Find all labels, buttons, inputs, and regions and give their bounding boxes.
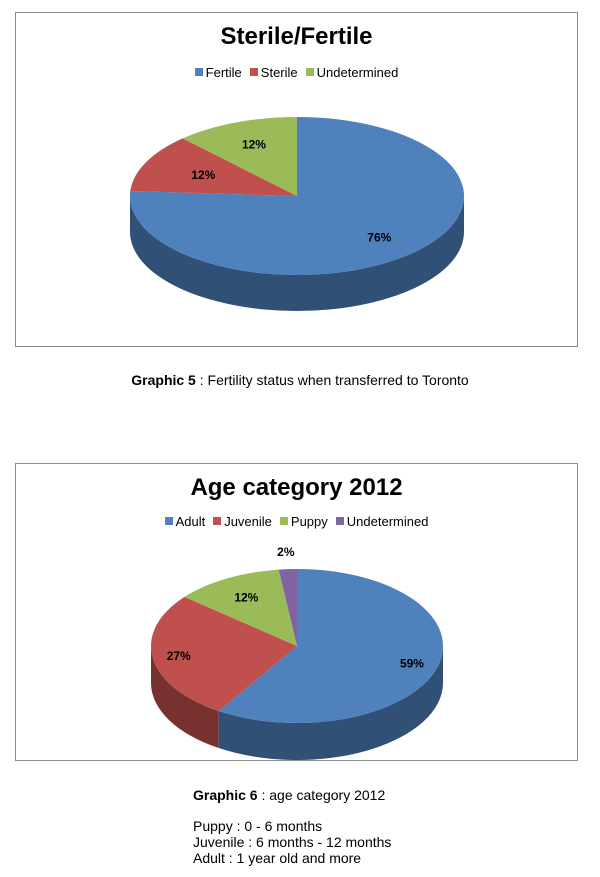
legend-swatch	[335, 517, 344, 525]
legend-item-puppy: Puppy	[279, 514, 328, 529]
data-label-sterile: 12%	[191, 168, 215, 182]
legend-label: Sterile	[260, 65, 298, 80]
pie-slice-undetermined	[182, 117, 297, 196]
fertility-pie: 76% 12% 12%	[130, 117, 465, 311]
legend-swatch	[194, 68, 203, 76]
legend-item-sterile: Sterile	[249, 65, 298, 80]
legend-item-juvenile: Juvenile	[213, 514, 272, 529]
caption-text: : age category 2012	[257, 787, 386, 803]
note-adult: Adult : 1 year old and more	[193, 850, 362, 866]
legend-item-undetermined: Undetermined	[305, 65, 399, 80]
caption-text: : Fertility status when transferred to T…	[195, 372, 469, 388]
caption-label: Graphic 5	[131, 372, 196, 388]
chart-legend: Fertile Sterile Undetermined	[16, 65, 577, 80]
legend-item-fertile: Fertile	[194, 65, 242, 80]
legend-swatch	[305, 68, 314, 76]
pie-slice-side-fertile	[130, 196, 464, 311]
data-label-adult: 59%	[400, 657, 424, 671]
caption-label: Graphic 6	[193, 787, 258, 803]
legend-item-adult: Adult	[164, 514, 206, 529]
legend-swatch	[164, 517, 173, 525]
pie-slice-adult	[218, 569, 444, 723]
legend-label: Adult	[175, 514, 206, 529]
age-category-chart: 59% 27% 12% 2% Age category 2012 Adult Juven…	[15, 463, 578, 761]
legend-swatch	[249, 68, 258, 76]
pie-slice-side-adult	[218, 646, 444, 760]
legend-swatch	[279, 517, 288, 525]
pie-slice-puppy	[184, 569, 297, 646]
pie-slice-juvenile	[150, 596, 297, 712]
data-label-undetermined: 2%	[277, 545, 295, 559]
legend-label: Puppy	[290, 514, 328, 529]
data-label-undetermined: 12%	[242, 138, 266, 152]
pie-slice-undetermined	[278, 569, 297, 646]
chart-title: Sterile/Fertile	[220, 23, 373, 50]
legend-label: Fertile	[205, 65, 242, 80]
pie-slice-side-juvenile	[151, 646, 219, 749]
chart-legend: Adult Juvenile Puppy Undetermined	[16, 514, 577, 529]
caption-graphic-5: Graphic 5 : Fertility status when transf…	[0, 372, 600, 388]
data-label-juvenile: 27%	[167, 649, 191, 663]
age-category-pie: 59% 27% 12% 2%	[150, 545, 444, 760]
legend-swatch	[213, 517, 222, 525]
legend-item-undetermined: Undetermined	[335, 514, 429, 529]
age-definitions: Puppy : 0 - 6 months Juvenile : 6 months…	[193, 818, 391, 866]
note-juvenile: Juvenile : 6 months - 12 months	[193, 834, 392, 850]
data-label-fertile: 76%	[367, 230, 391, 244]
pie-slice-sterile	[130, 138, 297, 196]
caption-graphic-6: Graphic 6 : age category 2012	[193, 787, 385, 803]
data-label-puppy: 12%	[234, 590, 258, 604]
note-puppy: Puppy : 0 - 6 months	[193, 818, 323, 834]
legend-label: Undetermined	[316, 65, 399, 80]
legend-label: Juvenile	[224, 514, 272, 529]
chart-title: Age category 2012	[190, 474, 403, 501]
legend-label: Undetermined	[346, 514, 429, 529]
fertility-chart: 76% 12% 12% Sterile/Fertile Fertile Sterile…	[15, 12, 578, 347]
